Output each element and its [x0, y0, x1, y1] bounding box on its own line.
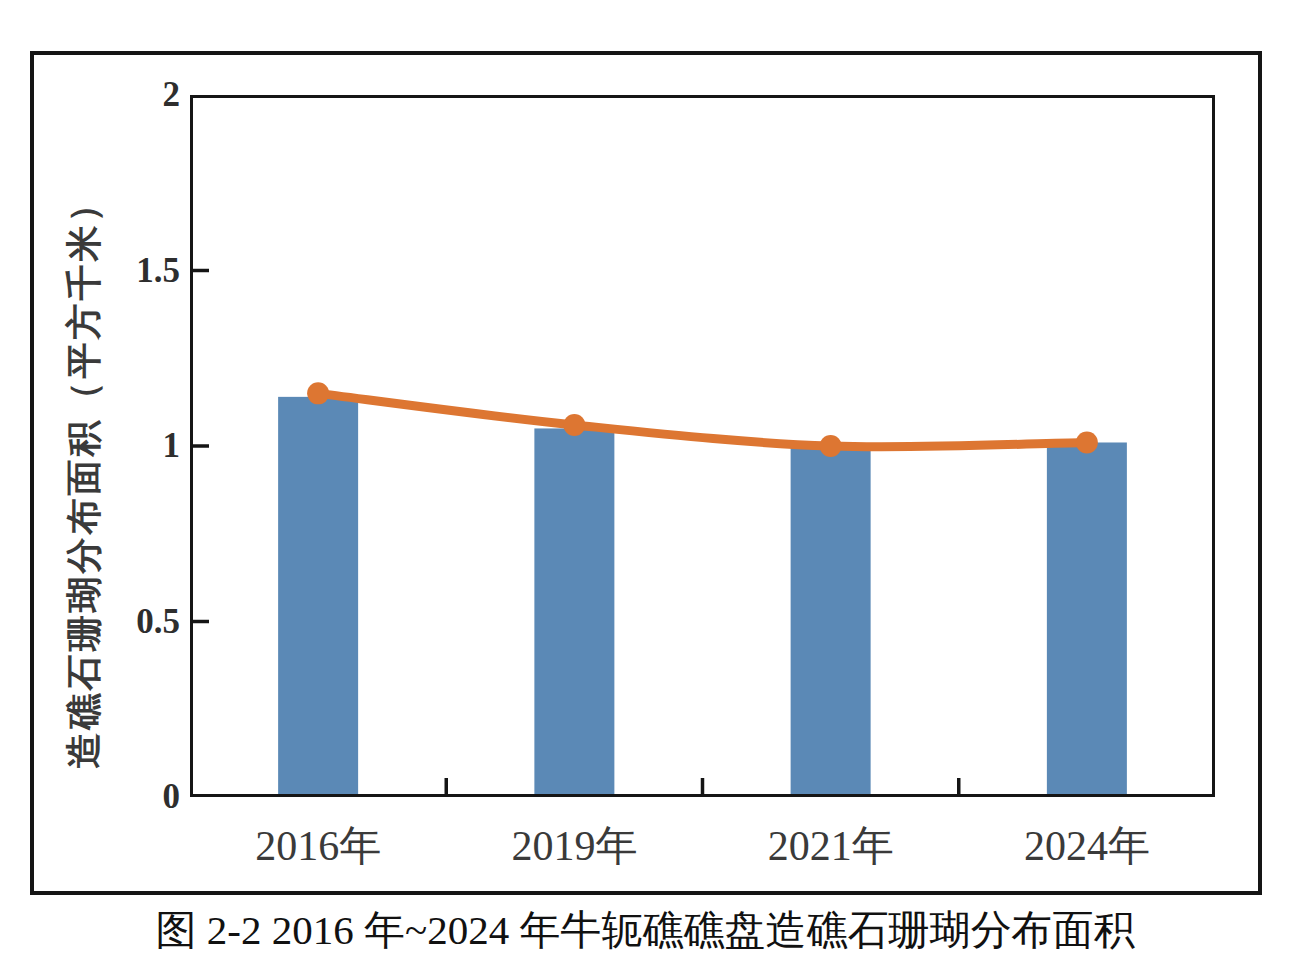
y-tick-label: 1.5 [70, 251, 180, 291]
x-tick-label: 2021年 [711, 821, 951, 871]
figure-caption: 图 2-2 2016 年~2024 年牛轭礁礁盘造礁石珊瑚分布面积 [0, 903, 1290, 958]
y-tick-label: 0.5 [70, 602, 180, 642]
bar-2019年 [534, 428, 614, 797]
chart-figure: 造礁石珊瑚分布面积（平方千米） 0 0.5 1 1.5 2 2016年 2019年 2021… [30, 51, 1262, 895]
line-marker-2016年 [307, 382, 329, 404]
plot-area [190, 95, 1215, 797]
line-marker-2021年 [820, 435, 842, 457]
y-tick-label: 0 [70, 777, 180, 817]
bar-2021年 [791, 446, 871, 797]
x-tick-label: 2024年 [967, 821, 1207, 871]
x-tick-label: 2016年 [198, 821, 438, 871]
chart-canvas [190, 95, 1215, 797]
bar-2024年 [1047, 442, 1127, 797]
line-marker-2019年 [563, 414, 585, 436]
y-axis-title: 造礁石珊瑚分布面积（平方千米） [61, 96, 107, 856]
bar-2016年 [278, 397, 358, 797]
line-series [318, 393, 1087, 446]
x-tick-label: 2019年 [454, 821, 694, 871]
y-tick-label: 1 [70, 426, 180, 466]
y-tick-label: 2 [70, 75, 180, 115]
line-marker-2024年 [1076, 431, 1098, 453]
